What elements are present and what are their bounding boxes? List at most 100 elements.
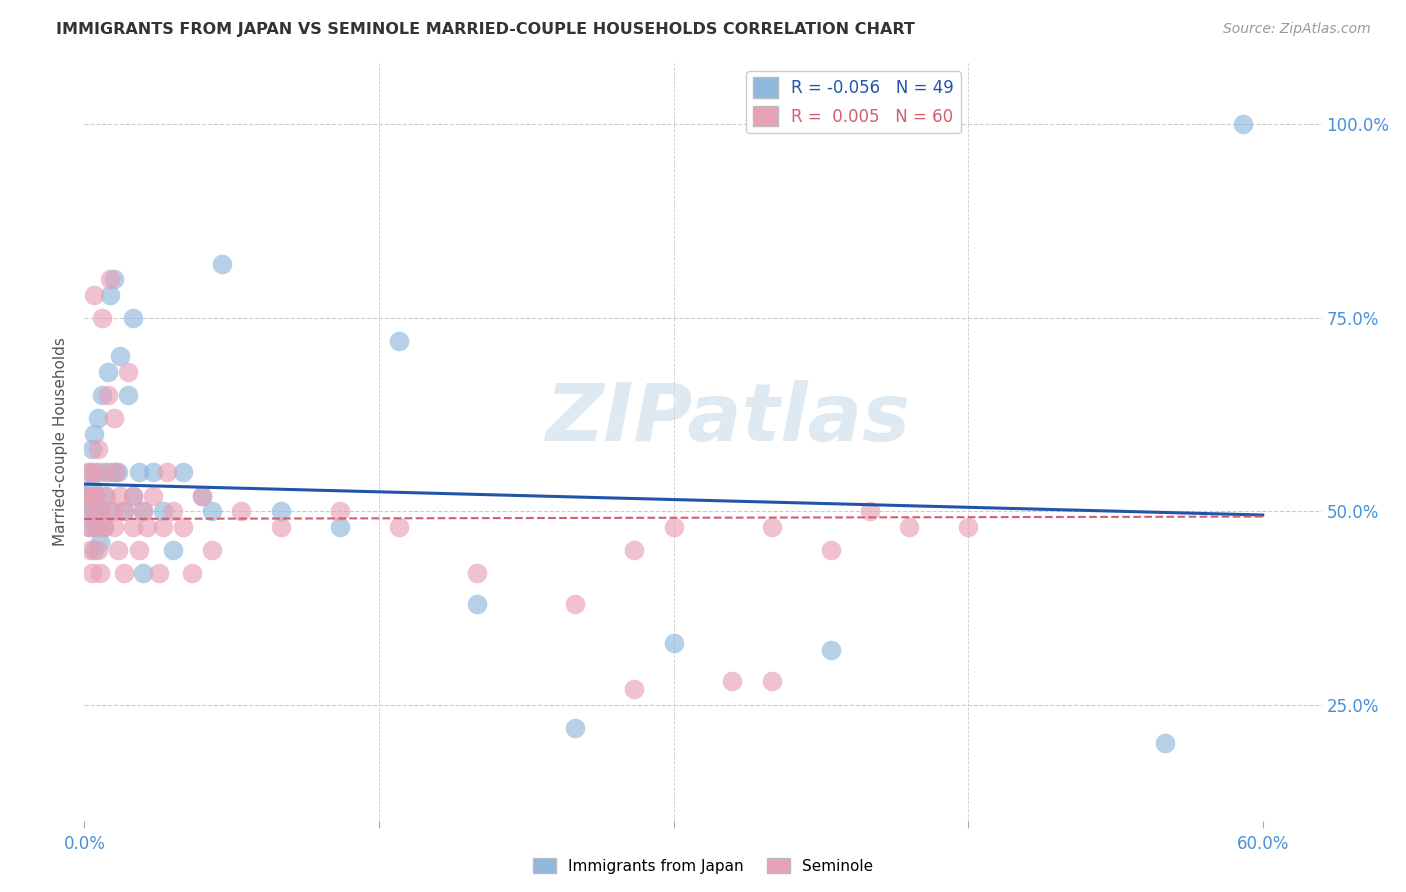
Point <box>270 519 292 533</box>
Point <box>83 426 105 441</box>
Point <box>623 542 645 557</box>
Point <box>97 365 120 379</box>
Point <box>122 489 145 503</box>
Point <box>122 310 145 325</box>
Point <box>172 466 194 480</box>
Text: IMMIGRANTS FROM JAPAN VS SEMINOLE MARRIED-COUPLE HOUSEHOLDS CORRELATION CHART: IMMIGRANTS FROM JAPAN VS SEMINOLE MARRIE… <box>56 22 915 37</box>
Point <box>148 566 170 580</box>
Point <box>77 504 100 518</box>
Point <box>387 334 409 348</box>
Point <box>82 566 104 580</box>
Point <box>82 489 104 503</box>
Point <box>156 466 179 480</box>
Point <box>761 519 783 533</box>
Point <box>181 566 204 580</box>
Point <box>761 674 783 689</box>
Point <box>79 466 101 480</box>
Point <box>191 489 214 503</box>
Legend: R = -0.056   N = 49, R =  0.005   N = 60: R = -0.056 N = 49, R = 0.005 N = 60 <box>747 70 960 133</box>
Point <box>957 519 980 533</box>
Point <box>98 272 121 286</box>
Point <box>132 504 155 518</box>
Point <box>84 519 107 533</box>
Point <box>117 388 139 402</box>
Point <box>201 504 224 518</box>
Point <box>152 504 174 518</box>
Point <box>117 365 139 379</box>
Point <box>662 519 685 533</box>
Text: ZIPatlas: ZIPatlas <box>546 380 910 458</box>
Point <box>77 519 100 533</box>
Point <box>103 272 125 286</box>
Point <box>107 466 129 480</box>
Point <box>128 542 150 557</box>
Point <box>104 466 127 480</box>
Legend: Immigrants from Japan, Seminole: Immigrants from Japan, Seminole <box>527 852 879 880</box>
Point <box>84 489 107 503</box>
Point <box>79 504 101 518</box>
Point <box>89 504 111 518</box>
Point <box>91 388 114 402</box>
Point <box>201 542 224 557</box>
Point <box>108 350 131 364</box>
Point <box>112 566 135 580</box>
Point <box>83 287 105 301</box>
Point <box>142 489 165 503</box>
Point <box>82 481 104 495</box>
Point <box>564 597 586 611</box>
Point <box>465 566 488 580</box>
Point <box>98 287 121 301</box>
Point <box>98 504 121 518</box>
Point <box>387 519 409 533</box>
Point <box>172 519 194 533</box>
Point <box>75 489 97 503</box>
Point <box>87 411 110 425</box>
Point <box>623 682 645 697</box>
Point <box>87 442 110 457</box>
Point <box>87 542 110 557</box>
Point <box>859 504 882 518</box>
Point <box>103 466 125 480</box>
Point <box>75 489 97 503</box>
Point <box>465 597 488 611</box>
Text: Source: ZipAtlas.com: Source: ZipAtlas.com <box>1223 22 1371 37</box>
Point <box>112 504 135 518</box>
Point <box>93 519 115 533</box>
Point <box>107 542 129 557</box>
Point <box>564 721 586 735</box>
Point <box>136 519 159 533</box>
Point <box>231 504 253 518</box>
Point <box>97 466 120 480</box>
Point <box>82 442 104 457</box>
Point <box>79 542 101 557</box>
Point <box>103 519 125 533</box>
Point <box>191 489 214 503</box>
Point <box>91 310 114 325</box>
Point <box>83 542 105 557</box>
Point <box>122 519 145 533</box>
Point <box>820 542 842 557</box>
Point <box>94 489 117 503</box>
Point <box>721 674 744 689</box>
Point <box>820 643 842 657</box>
Point <box>77 466 100 480</box>
Point <box>270 504 292 518</box>
Point <box>89 535 111 549</box>
Point <box>93 519 115 533</box>
Point <box>142 466 165 480</box>
Point <box>211 257 233 271</box>
Point <box>84 489 107 503</box>
Point <box>329 519 352 533</box>
Point <box>108 489 131 503</box>
Point <box>152 519 174 533</box>
Point <box>112 504 135 518</box>
Point <box>103 411 125 425</box>
Point <box>89 504 111 518</box>
Point <box>83 504 105 518</box>
Y-axis label: Married-couple Households: Married-couple Households <box>53 337 69 546</box>
Point <box>132 504 155 518</box>
Point <box>1232 117 1254 131</box>
Point <box>898 519 921 533</box>
Point <box>1153 736 1175 750</box>
Point <box>122 489 145 503</box>
